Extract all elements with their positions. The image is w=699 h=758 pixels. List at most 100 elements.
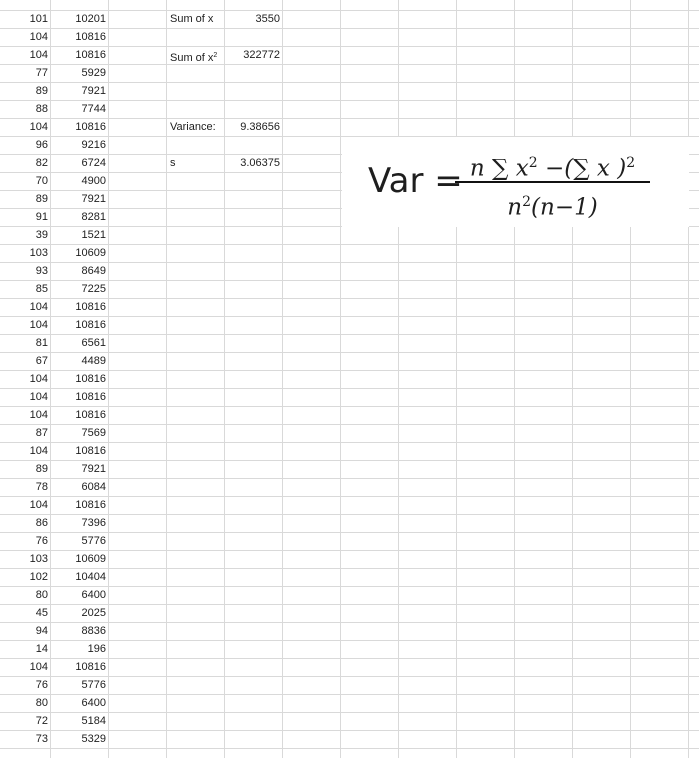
- row-gridline: [0, 694, 699, 695]
- row-gridline: [0, 28, 699, 29]
- summary-value[interactable]: 322772: [243, 49, 280, 61]
- cell-x[interactable]: 81: [35, 337, 48, 349]
- summary-value[interactable]: 3550: [255, 13, 280, 25]
- cell-x-squared[interactable]: 10404: [75, 571, 106, 583]
- cell-x-squared[interactable]: 10816: [75, 445, 106, 457]
- cell-x[interactable]: 104: [29, 301, 48, 313]
- cell-x-squared[interactable]: 10816: [75, 499, 106, 511]
- cell-x-squared[interactable]: 2025: [81, 607, 106, 619]
- row-gridline: [0, 10, 699, 11]
- summary-value[interactable]: 3.06375: [240, 157, 280, 169]
- cell-x[interactable]: 89: [35, 463, 48, 475]
- cell-x[interactable]: 77: [35, 67, 48, 79]
- cell-x-squared[interactable]: 10816: [75, 373, 106, 385]
- cell-x[interactable]: 82: [35, 157, 48, 169]
- row-gridline: [0, 352, 699, 353]
- cell-x-squared[interactable]: 5776: [81, 679, 106, 691]
- summary-label[interactable]: Sum of x: [170, 13, 214, 25]
- cell-x[interactable]: 101: [29, 13, 48, 25]
- cell-x[interactable]: 104: [29, 409, 48, 421]
- cell-x-squared[interactable]: 8281: [81, 211, 106, 223]
- cell-x[interactable]: 45: [35, 607, 48, 619]
- cell-x[interactable]: 85: [35, 283, 48, 295]
- cell-x[interactable]: 39: [35, 229, 48, 241]
- cell-x[interactable]: 67: [35, 355, 48, 367]
- cell-x-squared[interactable]: 10816: [75, 49, 106, 61]
- cell-x[interactable]: 104: [29, 31, 48, 43]
- cell-x-squared[interactable]: 7569: [81, 427, 106, 439]
- cell-x[interactable]: 104: [29, 661, 48, 673]
- cell-x-squared[interactable]: 9216: [81, 139, 106, 151]
- cell-x[interactable]: 87: [35, 427, 48, 439]
- row-gridline: [0, 280, 699, 281]
- row-gridline: [0, 424, 699, 425]
- cell-x-squared[interactable]: 10816: [75, 409, 106, 421]
- cell-x-squared[interactable]: 1521: [81, 229, 106, 241]
- cell-x[interactable]: 76: [35, 679, 48, 691]
- cell-x-squared[interactable]: 10816: [75, 391, 106, 403]
- cell-x-squared[interactable]: 10816: [75, 31, 106, 43]
- summary-label[interactable]: Sum of x2: [170, 52, 218, 64]
- cell-x[interactable]: 14: [35, 643, 48, 655]
- cell-x[interactable]: 70: [35, 175, 48, 187]
- cell-x[interactable]: 104: [29, 499, 48, 511]
- summary-label[interactable]: Variance:: [170, 121, 216, 133]
- cell-x-squared[interactable]: 196: [87, 643, 106, 655]
- cell-x[interactable]: 91: [35, 211, 48, 223]
- cell-x-squared[interactable]: 8649: [81, 265, 106, 277]
- cell-x-squared[interactable]: 5929: [81, 67, 106, 79]
- cell-x-squared[interactable]: 5184: [81, 715, 106, 727]
- row-gridline: [0, 334, 699, 335]
- row-gridline: [0, 100, 699, 101]
- cell-x-squared[interactable]: 7225: [81, 283, 106, 295]
- cell-x[interactable]: 86: [35, 517, 48, 529]
- cell-x-squared[interactable]: 6400: [81, 697, 106, 709]
- cell-x[interactable]: 93: [35, 265, 48, 277]
- summary-label[interactable]: s: [170, 157, 176, 169]
- cell-x-squared[interactable]: 4489: [81, 355, 106, 367]
- cell-x[interactable]: 104: [29, 373, 48, 385]
- summary-value[interactable]: 9.38656: [240, 121, 280, 133]
- cell-x[interactable]: 72: [35, 715, 48, 727]
- cell-x[interactable]: 104: [29, 319, 48, 331]
- cell-x-squared[interactable]: 7744: [81, 103, 106, 115]
- cell-x[interactable]: 80: [35, 589, 48, 601]
- cell-x-squared[interactable]: 8836: [81, 625, 106, 637]
- cell-x-squared[interactable]: 10201: [75, 13, 106, 25]
- cell-x[interactable]: 102: [29, 571, 48, 583]
- cell-x-squared[interactable]: 7921: [81, 193, 106, 205]
- cell-x-squared[interactable]: 10816: [75, 319, 106, 331]
- cell-x[interactable]: 73: [35, 733, 48, 745]
- row-gridline: [0, 388, 699, 389]
- cell-x-squared[interactable]: 6561: [81, 337, 106, 349]
- cell-x[interactable]: 104: [29, 49, 48, 61]
- cell-x-squared[interactable]: 10609: [75, 247, 106, 259]
- cell-x-squared[interactable]: 10816: [75, 121, 106, 133]
- cell-x-squared[interactable]: 10609: [75, 553, 106, 565]
- cell-x[interactable]: 80: [35, 697, 48, 709]
- cell-x-squared[interactable]: 5329: [81, 733, 106, 745]
- cell-x[interactable]: 103: [29, 553, 48, 565]
- cell-x[interactable]: 104: [29, 391, 48, 403]
- cell-x-squared[interactable]: 5776: [81, 535, 106, 547]
- cell-x-squared[interactable]: 10816: [75, 661, 106, 673]
- cell-x[interactable]: 104: [29, 445, 48, 457]
- cell-x[interactable]: 88: [35, 103, 48, 115]
- cell-x[interactable]: 94: [35, 625, 48, 637]
- cell-x-squared[interactable]: 4900: [81, 175, 106, 187]
- cell-x[interactable]: 89: [35, 193, 48, 205]
- cell-x-squared[interactable]: 7921: [81, 463, 106, 475]
- cell-x-squared[interactable]: 7921: [81, 85, 106, 97]
- cell-x[interactable]: 104: [29, 121, 48, 133]
- cell-x-squared[interactable]: 6724: [81, 157, 106, 169]
- cell-x[interactable]: 89: [35, 85, 48, 97]
- cell-x-squared[interactable]: 6400: [81, 589, 106, 601]
- cell-x[interactable]: 76: [35, 535, 48, 547]
- cell-x-squared[interactable]: 7396: [81, 517, 106, 529]
- cell-x[interactable]: 96: [35, 139, 48, 151]
- cell-x-squared[interactable]: 6084: [81, 481, 106, 493]
- cell-x-squared[interactable]: 10816: [75, 301, 106, 313]
- row-gridline: [0, 46, 699, 47]
- cell-x[interactable]: 103: [29, 247, 48, 259]
- cell-x[interactable]: 78: [35, 481, 48, 493]
